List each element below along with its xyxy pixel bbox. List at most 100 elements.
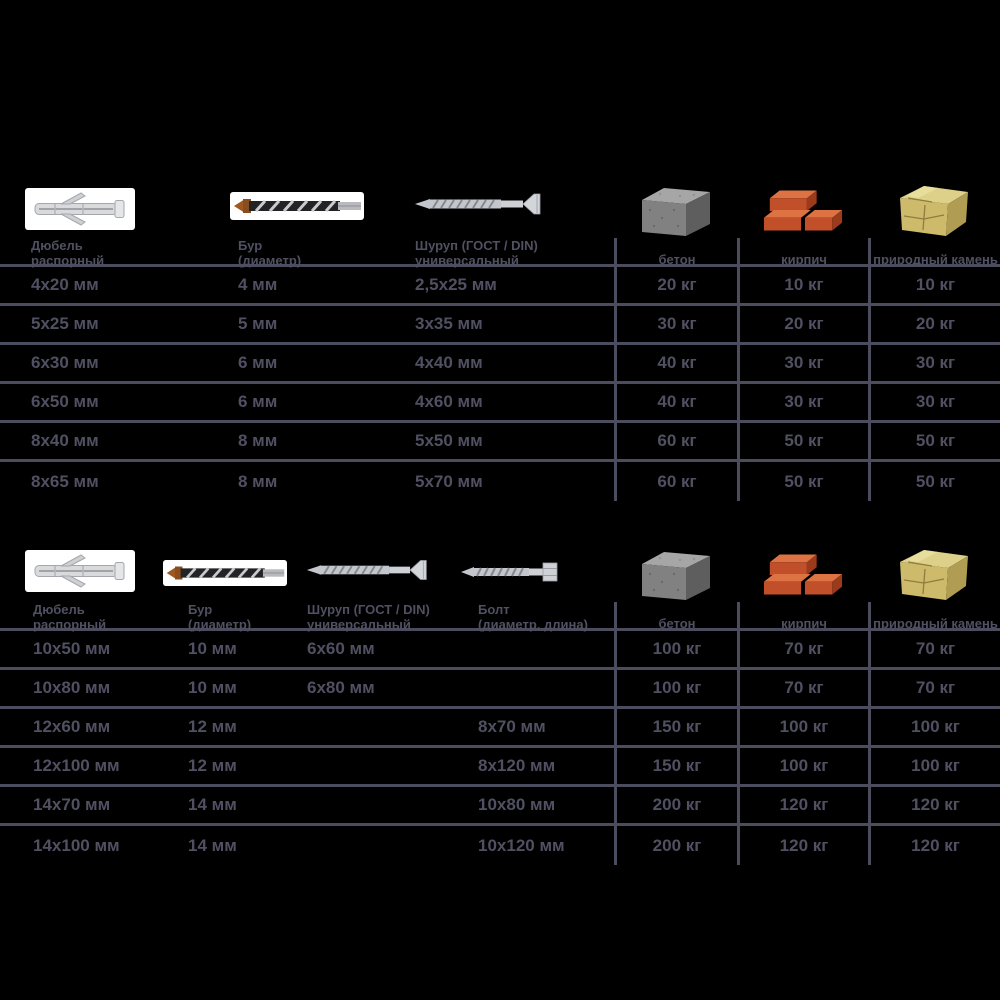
table-row: 6x30 мм 6 мм 4x40 мм 40 кг 30 кг 30 кг: [0, 345, 1000, 384]
screw-size-cell: 2,5x25 мм: [415, 275, 497, 294]
brick-column-header: кирпич: [737, 238, 868, 272]
brick-load-cell: 50 кг: [737, 423, 868, 459]
dowel-size-cell: 5x25 мм: [31, 314, 99, 333]
drill-size-cell: 4 мм: [238, 275, 278, 294]
dowel-size-cell: 12x100 мм: [33, 756, 120, 775]
concrete-load-cell: 150 кг: [614, 709, 737, 745]
bolt-size-cell: [475, 631, 614, 667]
brick-load-cell: 100 кг: [737, 709, 868, 745]
brick-load-cell: 120 кг: [737, 826, 868, 865]
dowel-size-cell: 4x20 мм: [31, 275, 99, 294]
stone-load-cell: 120 кг: [868, 787, 1000, 823]
drill-column-header: Бур (диаметр): [188, 602, 252, 633]
drill-size-cell: 8 мм: [238, 431, 278, 450]
brick-load-cell: 70 кг: [737, 670, 868, 706]
stone-column-header: природный камень: [868, 602, 1000, 636]
concrete-load-cell: 40 кг: [614, 384, 737, 420]
brick-image: [737, 544, 868, 602]
table-row: 5x25 мм 5 мм 3x35 мм 30 кг 20 кг 20 кг: [0, 306, 1000, 345]
table2-image-row: [0, 540, 1000, 602]
dowel-size-cell: 8x65 мм: [31, 471, 99, 491]
screw-size-cell: 6x60 мм: [307, 639, 375, 658]
concrete-load-cell: 150 кг: [614, 748, 737, 784]
brick-image: [737, 180, 868, 238]
brick-load-cell: 30 кг: [737, 384, 868, 420]
screw-size-cell: [305, 826, 475, 865]
brick-load-cell: 70 кг: [737, 631, 868, 667]
dowel-size-cell: 10x50 мм: [33, 639, 111, 658]
concrete-block-image: [614, 180, 737, 238]
table-row: 8x40 мм 8 мм 5x50 мм 60 кг 50 кг 50 кг: [0, 423, 1000, 462]
brick-load-cell: 20 кг: [737, 306, 868, 342]
drill-size-cell: 10 мм: [188, 678, 237, 697]
dowel-image: [0, 550, 185, 602]
concrete-load-cell: 20 кг: [614, 267, 737, 303]
drill-size-cell: 8 мм: [238, 471, 278, 491]
dowel-size-cell: 6x30 мм: [31, 353, 99, 372]
brick-load-cell: 30 кг: [737, 345, 868, 381]
screw-size-cell: 5x50 мм: [415, 431, 483, 450]
drill-column-header: Бур (диаметр): [238, 238, 302, 269]
concrete-load-cell: 60 кг: [614, 462, 737, 501]
bolt-size-cell: 10x120 мм: [478, 835, 565, 855]
brick-column-header: кирпич: [737, 602, 868, 636]
bolt-image: [459, 558, 614, 602]
stone-load-cell: 70 кг: [868, 631, 1000, 667]
table-row: 12x60 мм 12 мм 8x70 мм 150 кг 100 кг 100…: [0, 709, 1000, 748]
dowel-image: [0, 188, 230, 238]
screw-size-cell: 6x80 мм: [307, 678, 375, 697]
drill-size-cell: 12 мм: [188, 756, 237, 775]
dowel-table-small: Дюбель распорный Бур (диаметр) Шуруп (ГО…: [0, 178, 1000, 501]
stone-block-image: [868, 180, 1000, 238]
dowel-size-cell: 14x100 мм: [33, 835, 120, 855]
screw-size-cell: 5x70 мм: [415, 471, 483, 491]
stone-load-cell: 10 кг: [868, 267, 1000, 303]
table-row: 14x100 мм 14 мм 10x120 мм 200 кг 120 кг …: [0, 826, 1000, 865]
stone-load-cell: 50 кг: [868, 423, 1000, 459]
drill-size-cell: 12 мм: [188, 717, 237, 736]
concrete-column-header: бетон: [614, 602, 737, 636]
table1-header-row: Дюбель распорный Бур (диаметр) Шуруп (ГО…: [0, 238, 1000, 272]
dowel-size-cell: 6x50 мм: [31, 392, 99, 411]
screw-size-cell: 4x40 мм: [415, 353, 483, 372]
drill-size-cell: 6 мм: [238, 353, 278, 372]
concrete-load-cell: 200 кг: [614, 826, 737, 865]
stone-load-cell: 30 кг: [868, 384, 1000, 420]
screw-image: [412, 190, 614, 238]
concrete-load-cell: 60 кг: [614, 423, 737, 459]
concrete-block-image: [614, 544, 737, 602]
drill-size-cell: 10 мм: [188, 639, 237, 658]
bolt-size-cell: [475, 670, 614, 706]
bolt-column-header: Болт (диаметр, длина): [478, 602, 588, 633]
table-row: 4x20 мм 4 мм 2,5x25 мм 20 кг 10 кг 10 кг: [0, 267, 1000, 306]
table-row: 10x50 мм 10 мм 6x60 мм 100 кг 70 кг 70 к…: [0, 631, 1000, 670]
bolt-size-cell: 8x70 мм: [478, 717, 546, 736]
concrete-load-cell: 100 кг: [614, 670, 737, 706]
table1-image-row: [0, 178, 1000, 238]
screw-image: [305, 556, 475, 602]
dowel-column-header: Дюбель распорный: [31, 238, 105, 269]
stone-load-cell: 100 кг: [868, 709, 1000, 745]
dowel-size-cell: 10x80 мм: [33, 678, 111, 697]
dowel-column-header: Дюбель распорный: [33, 602, 107, 633]
screw-size-cell: 3x35 мм: [415, 314, 483, 333]
concrete-load-cell: 200 кг: [614, 787, 737, 823]
screw-size-cell: 4x60 мм: [415, 392, 483, 411]
screw-column-header: Шуруп (ГОСТ / DIN) универсальный: [307, 602, 430, 633]
table-row: 8x65 мм 8 мм 5x70 мм 60 кг 50 кг 50 кг: [0, 462, 1000, 501]
dowel-size-cell: 12x60 мм: [33, 717, 111, 736]
drill-bit-image: [230, 192, 412, 238]
stone-block-image: [868, 544, 1000, 602]
brick-load-cell: 120 кг: [737, 787, 868, 823]
drill-size-cell: 5 мм: [238, 314, 278, 333]
stone-load-cell: 70 кг: [868, 670, 1000, 706]
screw-column-header: Шуруп (ГОСТ / DIN) универсальный: [415, 238, 538, 269]
table2-header-row: Дюбель распорный Бур (диаметр) Шуруп (ГО…: [0, 602, 1000, 636]
table-row: 12x100 мм 12 мм 8x120 мм 150 кг 100 кг 1…: [0, 748, 1000, 787]
concrete-load-cell: 40 кг: [614, 345, 737, 381]
stone-load-cell: 50 кг: [868, 462, 1000, 501]
concrete-column-header: бетон: [614, 238, 737, 272]
drill-bit-image: [163, 559, 305, 602]
dowel-table-large: Дюбель распорный Бур (диаметр) Шуруп (ГО…: [0, 540, 1000, 865]
